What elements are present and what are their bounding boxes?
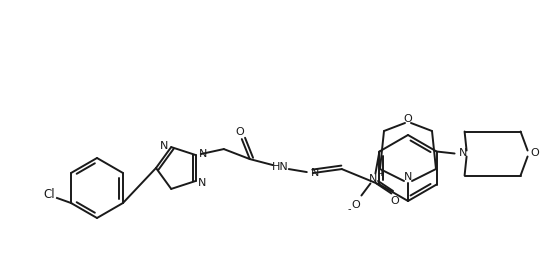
- Text: +: +: [377, 169, 384, 178]
- Text: O: O: [530, 148, 539, 158]
- Text: O: O: [404, 114, 412, 124]
- Text: N: N: [404, 172, 412, 182]
- Text: N: N: [198, 178, 206, 188]
- Text: N: N: [458, 148, 467, 158]
- Text: Cl: Cl: [43, 189, 55, 201]
- Text: -: -: [348, 205, 351, 215]
- Text: HN: HN: [272, 162, 288, 172]
- Text: O: O: [235, 127, 244, 137]
- Text: O: O: [390, 196, 399, 206]
- Text: N: N: [160, 141, 168, 151]
- Text: N: N: [199, 149, 207, 159]
- Text: N: N: [311, 168, 319, 178]
- Text: N: N: [369, 174, 378, 184]
- Text: O: O: [351, 199, 360, 210]
